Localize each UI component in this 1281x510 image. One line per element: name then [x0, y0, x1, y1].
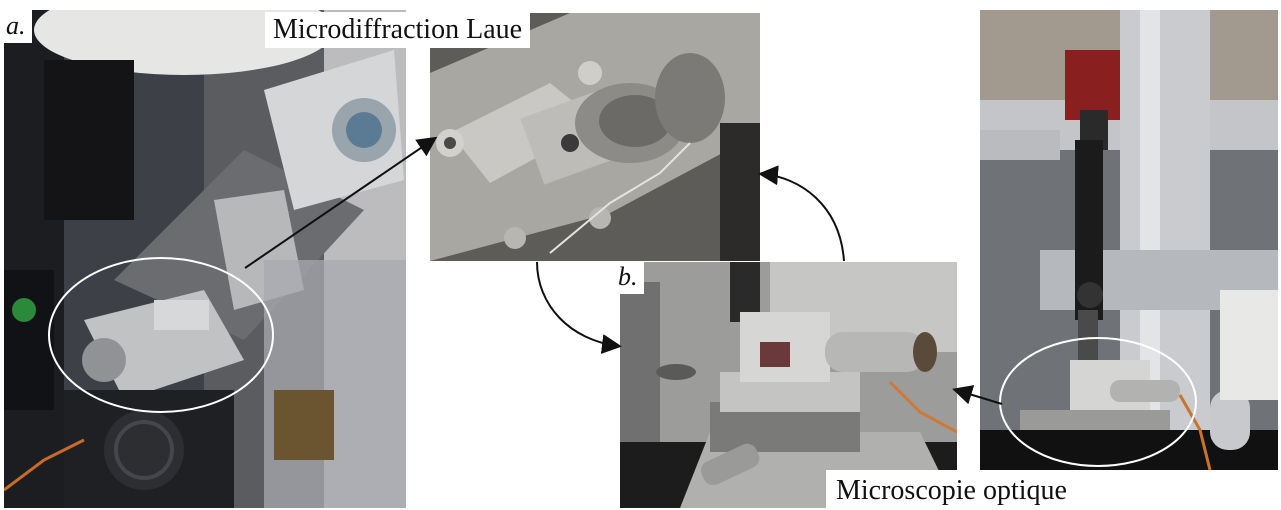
stage-to-laue-arrow — [758, 165, 845, 262]
sample-stage-photo — [620, 262, 957, 508]
panel-label-b: b. — [614, 262, 644, 294]
laue-closeup-photo — [430, 13, 760, 261]
laue-setup-photo — [4, 10, 406, 508]
panel-label-a: a. — [2, 10, 32, 43]
laue-to-stage-arrow — [536, 261, 622, 354]
optical-microscopy-photo — [980, 10, 1278, 470]
title-microdiffraction-laue: Microdiffraction Laue — [265, 12, 531, 48]
title-microscopie-optique: Microscopie optique — [826, 470, 1077, 510]
